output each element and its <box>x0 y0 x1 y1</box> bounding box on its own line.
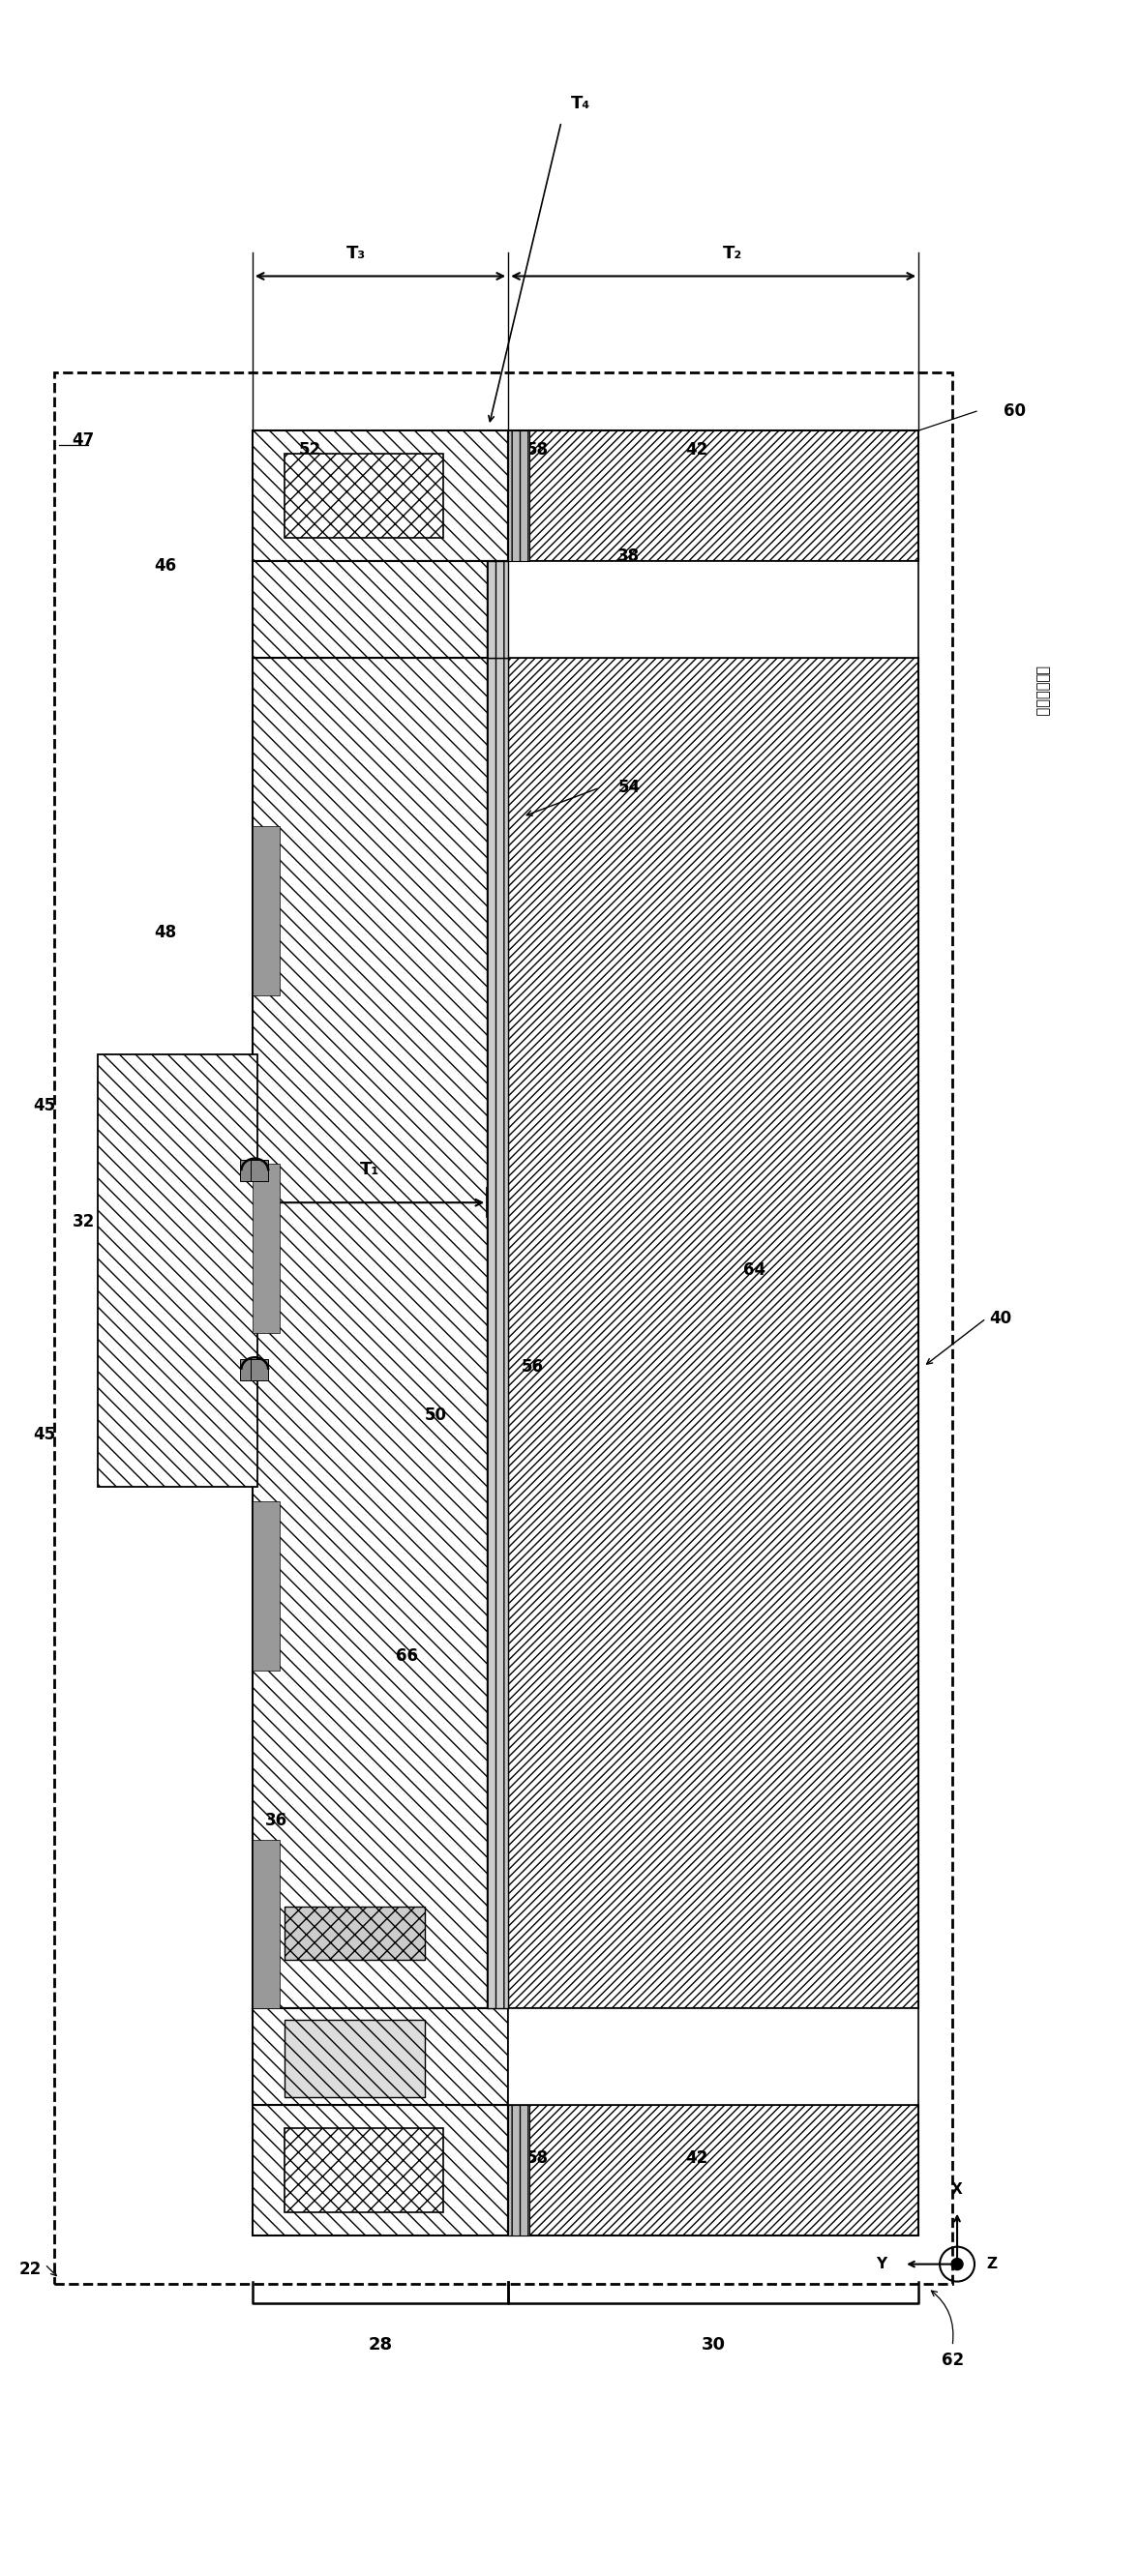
Text: 28: 28 <box>368 2336 392 2354</box>
Bar <box>508 2009 919 2105</box>
Bar <box>251 1159 268 1182</box>
Text: 58: 58 <box>526 2148 548 2166</box>
Text: 52: 52 <box>299 440 321 459</box>
Bar <box>252 2009 508 2105</box>
Bar <box>508 2105 529 2236</box>
Text: 42: 42 <box>685 2148 708 2166</box>
Circle shape <box>952 2259 963 2269</box>
Text: 64: 64 <box>743 1262 766 1278</box>
Text: T₃: T₃ <box>347 245 366 263</box>
Text: 模块安装平面: 模块安装平面 <box>1034 665 1049 716</box>
Bar <box>252 1502 279 1672</box>
Text: 38: 38 <box>618 546 640 564</box>
Text: T₁: T₁ <box>360 1162 380 1177</box>
Text: T₂: T₂ <box>723 245 742 263</box>
Text: 54: 54 <box>618 778 640 796</box>
Bar <box>252 657 508 2009</box>
Text: X: X <box>952 2182 963 2197</box>
Text: Z: Z <box>986 2257 996 2272</box>
Bar <box>508 430 919 562</box>
Bar <box>55 374 952 2282</box>
Bar <box>239 1159 258 1182</box>
Bar <box>284 2020 425 2097</box>
Bar <box>284 2128 442 2213</box>
Text: 22: 22 <box>19 2259 41 2277</box>
Text: 40: 40 <box>990 1309 1012 1327</box>
Bar <box>252 2105 508 2236</box>
Bar <box>508 430 529 562</box>
Text: 32: 32 <box>72 1213 95 1231</box>
Text: Y: Y <box>876 2257 887 2272</box>
Text: 36: 36 <box>266 1811 287 1829</box>
Bar <box>284 453 442 538</box>
Text: 50: 50 <box>425 1406 447 1425</box>
Text: 47: 47 <box>72 433 95 448</box>
Text: 52: 52 <box>299 2148 321 2166</box>
Bar <box>252 1839 279 2009</box>
Bar <box>284 1906 425 1960</box>
Bar <box>487 562 508 657</box>
Bar <box>252 430 508 562</box>
Text: 46: 46 <box>154 556 177 574</box>
Text: 60: 60 <box>1004 402 1026 420</box>
Bar <box>251 1360 268 1381</box>
Bar <box>98 1054 258 1486</box>
Text: T₄: T₄ <box>571 95 591 113</box>
Text: 45: 45 <box>33 1097 56 1115</box>
Text: 48: 48 <box>154 925 177 940</box>
Bar <box>252 1164 279 1332</box>
Bar <box>508 562 919 657</box>
Text: 30: 30 <box>701 2336 725 2354</box>
Bar <box>508 657 919 2009</box>
Bar <box>252 827 279 994</box>
Bar <box>252 562 508 657</box>
Text: 66: 66 <box>396 1649 418 1664</box>
Text: 62: 62 <box>942 2352 963 2370</box>
Bar <box>487 657 508 2009</box>
Text: 58: 58 <box>526 440 548 459</box>
Text: 56: 56 <box>521 1358 544 1376</box>
Bar <box>508 2105 919 2236</box>
Text: 42: 42 <box>685 440 708 459</box>
Bar <box>239 1360 258 1381</box>
Text: 45: 45 <box>33 1425 56 1443</box>
